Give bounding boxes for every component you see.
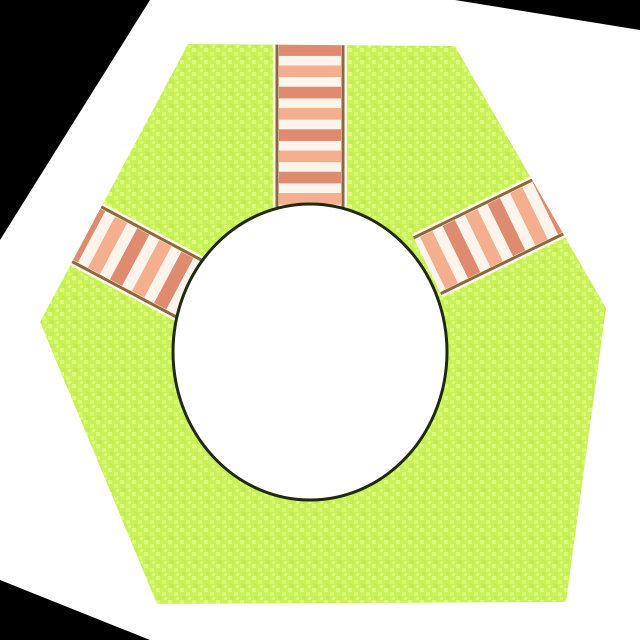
track-layer [58, 44, 578, 330]
track-sleeper [279, 129, 341, 141]
track-sleeper [279, 65, 341, 78]
track-sleeper [154, 251, 194, 310]
track-sleeper [132, 239, 172, 298]
track-sleeper [279, 150, 341, 163]
track-sleeper [420, 230, 458, 290]
track-sleeper [279, 44, 341, 56]
track-segment-top [273, 44, 347, 210]
track-sleeper [279, 171, 341, 184]
track-sleeper [279, 86, 341, 99]
track-sleeper [465, 209, 503, 268]
track-sleeper [279, 108, 341, 120]
track-rail [440, 226, 577, 295]
track-sleeper [87, 216, 128, 275]
track-rail [59, 254, 194, 328]
track-bed [411, 168, 578, 298]
track-sleeper [487, 198, 526, 257]
track-sleeper [279, 193, 341, 205]
track-sleeper [109, 228, 150, 286]
track-rail [412, 170, 550, 240]
track-rail [88, 199, 223, 273]
hex-tile[interactable] [40, 40, 606, 604]
center-empty-circle [171, 202, 449, 502]
track-sleeper [442, 219, 481, 279]
track-sleeper [509, 187, 548, 246]
